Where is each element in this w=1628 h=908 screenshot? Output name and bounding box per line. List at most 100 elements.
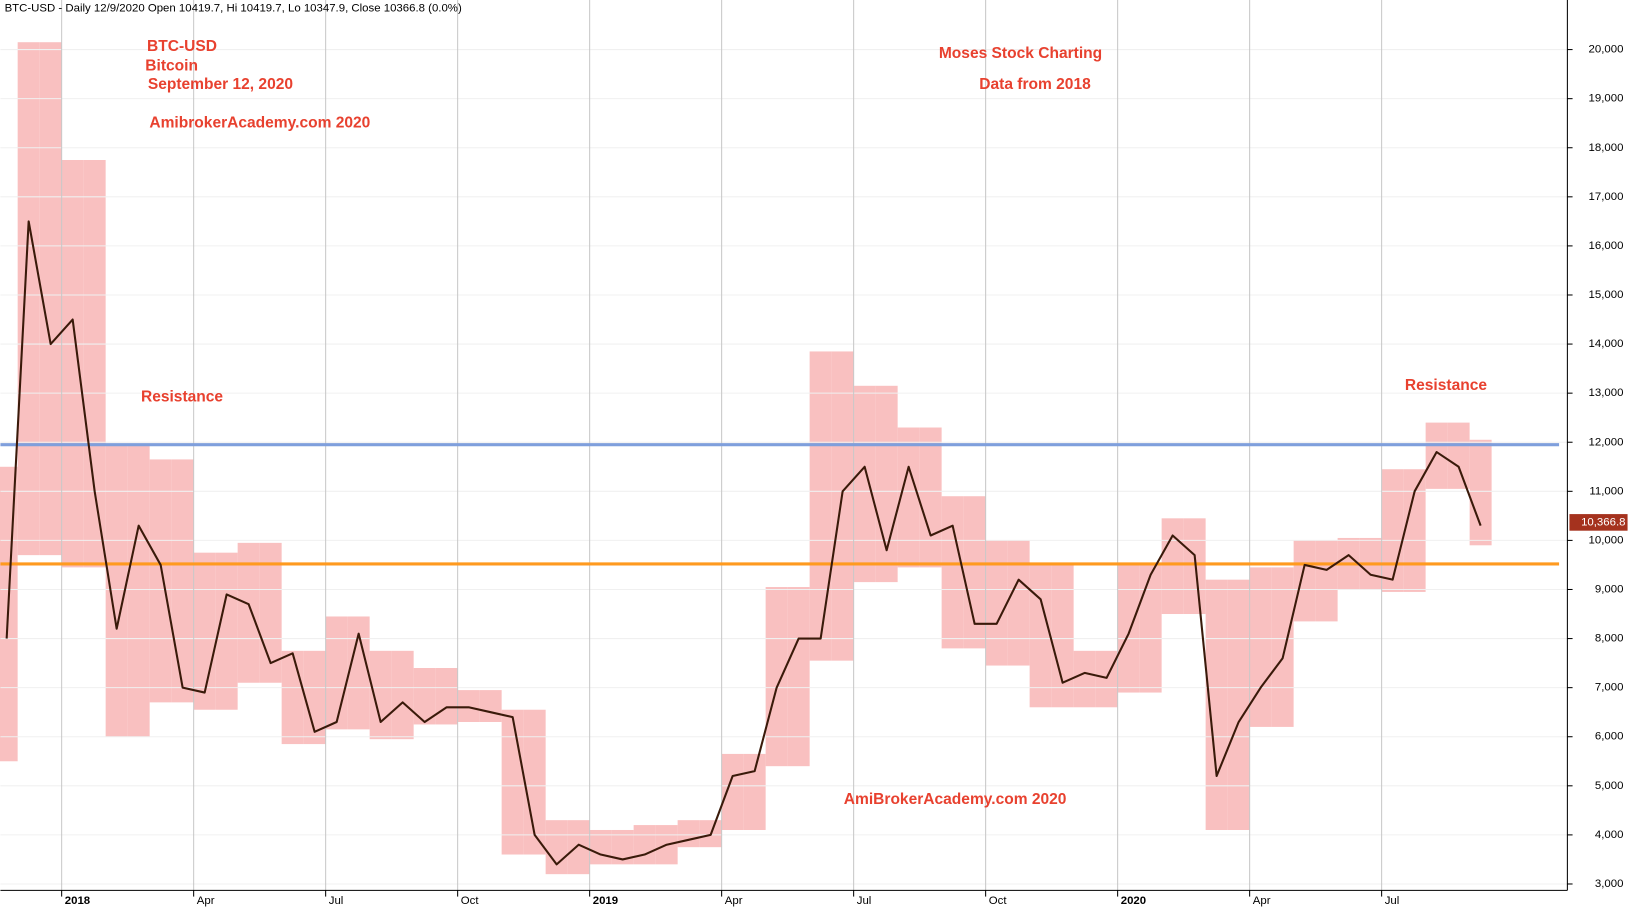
range-box — [1249, 567, 1272, 727]
y-tick-label: 20,000 — [1589, 44, 1624, 56]
y-tick-label: 7,000 — [1595, 682, 1624, 694]
range-box — [1447, 422, 1470, 489]
range-box — [1381, 469, 1404, 592]
x-tick-label: 2018 — [65, 895, 90, 907]
range-box — [1095, 650, 1118, 708]
range-box — [61, 160, 84, 568]
range-box — [479, 690, 502, 723]
range-box — [1469, 439, 1492, 546]
range-box — [809, 351, 832, 661]
y-tick-label: 6,000 — [1595, 731, 1624, 743]
range-box — [1117, 562, 1140, 693]
annotation: BTC-USD — [147, 38, 217, 55]
annotation: Resistance — [141, 389, 223, 406]
range-box — [567, 820, 590, 875]
price-line — [5, 220, 1482, 866]
y-tick-label: 15,000 — [1589, 289, 1624, 301]
range-box — [611, 829, 634, 865]
y-tick-label: 4,000 — [1595, 829, 1624, 841]
range-box — [743, 753, 766, 830]
annotation: AmiBrokerAcademy.com 2020 — [844, 791, 1067, 808]
range-box — [523, 709, 546, 855]
range-box — [941, 496, 964, 649]
range-box — [237, 542, 260, 683]
range-box — [83, 160, 106, 568]
range-box — [149, 459, 172, 703]
range-box — [765, 587, 788, 767]
range-box — [1029, 562, 1052, 708]
x-tick-label: Apr — [725, 895, 743, 907]
range-box — [985, 540, 1008, 666]
range-box — [1425, 422, 1448, 489]
range-box — [633, 825, 656, 865]
annotation: Bitcoin — [145, 58, 198, 75]
range-box — [281, 650, 304, 745]
y-tick-label: 11,000 — [1589, 485, 1623, 497]
y-tick-label: 8,000 — [1595, 633, 1624, 645]
annotation: Data from 2018 — [979, 76, 1091, 93]
x-tick-label: Oct — [989, 895, 1008, 907]
range-box — [1139, 562, 1162, 693]
annotation: Moses Stock Charting — [939, 45, 1102, 62]
range-box — [1161, 518, 1184, 615]
range-box — [1227, 579, 1250, 830]
range-box — [963, 496, 986, 649]
annotation: September 12, 2020 — [148, 76, 294, 93]
range-box — [1271, 567, 1294, 727]
range-box — [897, 427, 920, 568]
range-box — [501, 709, 524, 855]
range-box — [1183, 518, 1206, 615]
y-tick-label: 12,000 — [1589, 436, 1624, 448]
y-tick-label: 16,000 — [1589, 240, 1624, 252]
range-box — [391, 650, 414, 740]
x-tick-label: Jul — [1385, 895, 1400, 907]
range-box — [413, 668, 436, 725]
range-box — [303, 650, 326, 745]
range-box — [1403, 469, 1426, 592]
x-tick-label: Oct — [461, 895, 480, 907]
y-tick-label: 3,000 — [1595, 878, 1624, 890]
plot — [0, 220, 1560, 866]
range-box — [721, 753, 744, 830]
x-tick-label: 2019 — [593, 895, 618, 907]
annotation: AmibrokerAcademy.com 2020 — [149, 115, 370, 132]
last-price-label: 10,366.8 — [1581, 516, 1625, 528]
range-box — [215, 552, 238, 710]
last-price-box — [1569, 514, 1628, 531]
range-box — [787, 587, 810, 767]
y-tick-label: 19,000 — [1589, 93, 1624, 105]
range-box — [1205, 579, 1228, 830]
range-box — [127, 444, 150, 737]
range-box — [171, 459, 194, 703]
range-box — [435, 668, 458, 725]
annotation: Resistance — [1405, 377, 1487, 394]
range-box — [831, 351, 854, 661]
y-tick-label: 10,000 — [1589, 534, 1624, 546]
y-tick-label: 9,000 — [1595, 583, 1624, 595]
x-tick-label: Apr — [1253, 895, 1271, 907]
range-box — [17, 42, 40, 556]
y-tick-label: 13,000 — [1589, 387, 1624, 399]
x-tick-label: Jul — [329, 895, 344, 907]
range-box — [853, 385, 876, 583]
x-tick-label: Jul — [857, 895, 872, 907]
range-box — [1051, 562, 1074, 708]
y-tick-label: 14,000 — [1589, 338, 1624, 350]
range-box — [1293, 540, 1316, 622]
range-box — [457, 690, 480, 723]
range-box — [545, 820, 568, 875]
range-box — [39, 42, 62, 556]
range-box — [325, 616, 348, 730]
x-tick-label: 2020 — [1121, 895, 1146, 907]
range-box — [677, 820, 700, 848]
x-tick-label: Apr — [197, 895, 215, 907]
header: BTC-USD - Daily 12/9/2020 Open 10419.7, … — [5, 2, 462, 14]
range-box — [1073, 650, 1096, 708]
range-box — [193, 552, 216, 710]
range-box — [1315, 540, 1338, 622]
range-box — [347, 616, 370, 730]
y-tick-label: 17,000 — [1589, 191, 1624, 203]
y-tick-label: 18,000 — [1589, 142, 1624, 154]
